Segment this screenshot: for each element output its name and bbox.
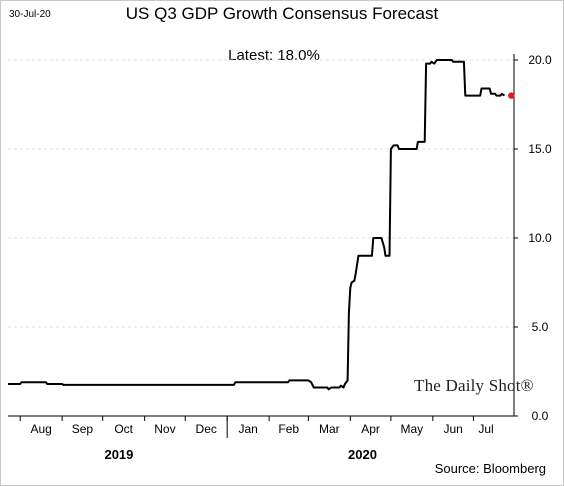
forecast-line	[8, 59, 506, 391]
x-month-label: Apr	[361, 422, 380, 436]
x-month-label: Dec	[196, 422, 217, 436]
axes: 0.0 5.0 10.0 15.0 20.0 Aug Sep Oct Nov Dec Jan Feb M…	[8, 53, 552, 462]
x-month-label: Oct	[114, 422, 133, 436]
y-tick-label: 15.0	[528, 142, 552, 156]
x-month-label: Feb	[278, 422, 299, 436]
x-year-label: 2020	[348, 447, 377, 462]
x-month-label: Aug	[30, 422, 51, 436]
series-layer	[8, 59, 515, 391]
y-tick-label: 0.0	[532, 409, 549, 423]
latest-point-marker	[508, 92, 515, 99]
daily-shot-watermark: The Daily Shot®	[414, 376, 534, 395]
chart-title: US Q3 GDP Growth Consensus Forecast	[125, 4, 439, 23]
x-year-label: 2019	[104, 447, 133, 462]
y-tick-label: 10.0	[528, 231, 552, 245]
x-month-label: May	[401, 422, 424, 436]
grid-lines	[8, 59, 514, 328]
y-tick-label: 5.0	[532, 320, 549, 334]
x-month-label: Jan	[238, 422, 257, 436]
x-month-label: Jul	[478, 422, 493, 436]
x-month-label: Sep	[72, 422, 94, 436]
y-tick-label: 20.0	[528, 53, 552, 67]
source-note: Source: Bloomberg	[434, 461, 546, 476]
date-stamp: 30-Jul-20	[9, 9, 51, 20]
x-month-label: Jun	[443, 422, 462, 436]
x-month-label: Nov	[154, 422, 175, 436]
x-month-label: Mar	[319, 422, 340, 436]
